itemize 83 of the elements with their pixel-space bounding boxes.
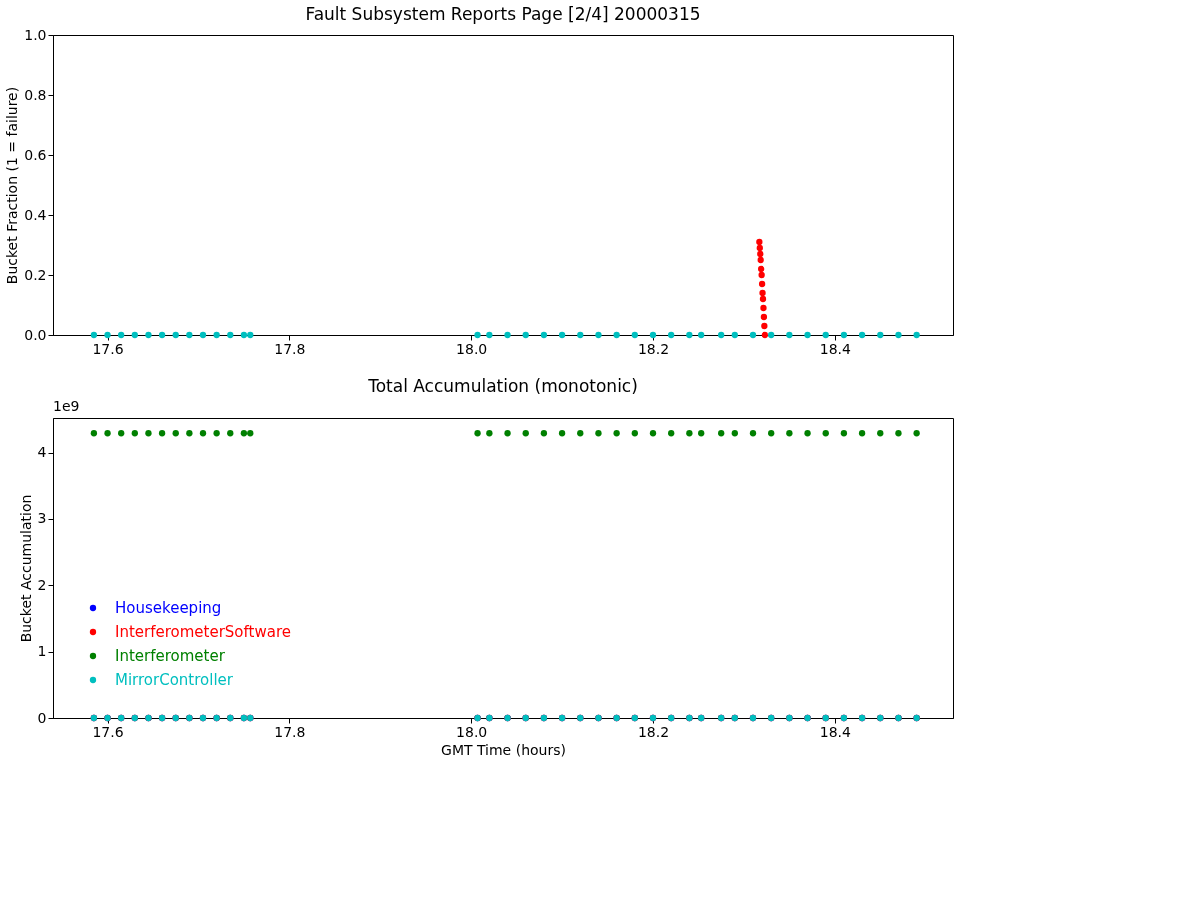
point: [758, 265, 765, 273]
point: [757, 250, 764, 258]
point: [786, 331, 793, 339]
x-axis-title: GMT Time (hours): [441, 741, 566, 758]
point: [757, 256, 764, 264]
y-tick-label: 0.2: [24, 266, 47, 283]
point: [758, 271, 765, 279]
legend-label: Interferometer: [115, 647, 226, 665]
y-tick-label: 0.0: [24, 326, 47, 343]
point: [686, 331, 693, 339]
point: [486, 331, 493, 339]
point: [613, 331, 620, 339]
point: [756, 238, 763, 246]
point: [759, 295, 767, 303]
x-tick-label: 17.6: [92, 340, 124, 357]
point: [804, 331, 811, 339]
point: [522, 331, 529, 339]
point: [631, 331, 638, 339]
chart-title: Fault Subsystem Reports Page [2/4] 20000315: [305, 4, 701, 24]
legend-label: MirrorController: [115, 671, 234, 689]
point: [577, 331, 584, 339]
point: [227, 331, 234, 339]
y-tick-label: 1.0: [24, 26, 47, 43]
point: [749, 331, 757, 339]
point: [649, 331, 657, 339]
point: [840, 331, 848, 339]
point: [760, 313, 768, 321]
point: [718, 331, 725, 339]
point: [474, 331, 481, 339]
point: [913, 331, 920, 339]
point: [540, 331, 548, 339]
y-tick-label: 1: [37, 643, 47, 660]
chart-title: Total Accumulation (monotonic): [367, 376, 638, 396]
x-tick-label: 18.0: [456, 340, 488, 357]
x-tick-label: 18.0: [456, 723, 488, 740]
x-tick-label: 18.4: [819, 340, 851, 357]
x-tick-label: 18.2: [637, 723, 670, 740]
y-tick-label: 0.4: [24, 206, 47, 223]
point: [247, 331, 254, 339]
y-tick-label: 3: [37, 510, 47, 527]
point: [756, 244, 763, 252]
point: [895, 331, 902, 339]
y-tick-label: 0.6: [24, 146, 47, 163]
point: [240, 331, 248, 339]
point: [558, 331, 566, 339]
y-axis-title: Bucket Accumulation: [17, 494, 34, 643]
text: 1e9: [53, 398, 80, 414]
point: [761, 322, 768, 330]
x-tick-label: 17.8: [274, 340, 306, 357]
x-tick-label: 18.2: [637, 340, 670, 357]
point: [172, 331, 179, 339]
point: [199, 331, 207, 339]
point: [768, 331, 775, 339]
point: [877, 331, 884, 339]
y-axis-title: Bucket Fraction (1 = failure): [4, 86, 21, 285]
x-tick-label: 18.4: [819, 723, 851, 740]
point: [822, 331, 829, 339]
point: [698, 331, 705, 339]
point: [759, 289, 766, 297]
point: [668, 331, 675, 339]
y-tick-label: 0: [37, 709, 47, 726]
point: [504, 331, 511, 339]
point: [118, 331, 125, 339]
point: [158, 331, 166, 339]
y-tick-label: 2: [37, 576, 47, 593]
y-tick-label: 4: [37, 444, 47, 461]
point: [595, 331, 602, 339]
y-tick-label: 0.8: [24, 86, 47, 103]
x-tick-label: 17.8: [274, 723, 306, 740]
point: [131, 331, 138, 339]
point: [213, 331, 220, 339]
point: [104, 331, 111, 339]
point: [731, 331, 738, 339]
point: [761, 331, 768, 339]
x-tick-label: 17.6: [92, 723, 124, 740]
point: [145, 331, 152, 339]
point: [186, 331, 193, 339]
point: [758, 280, 766, 288]
point: [760, 304, 767, 312]
point: [858, 331, 866, 339]
point: [90, 331, 98, 339]
legend-label: Housekeeping: [115, 599, 222, 617]
legend-label: InterferometerSoftware: [115, 623, 291, 641]
